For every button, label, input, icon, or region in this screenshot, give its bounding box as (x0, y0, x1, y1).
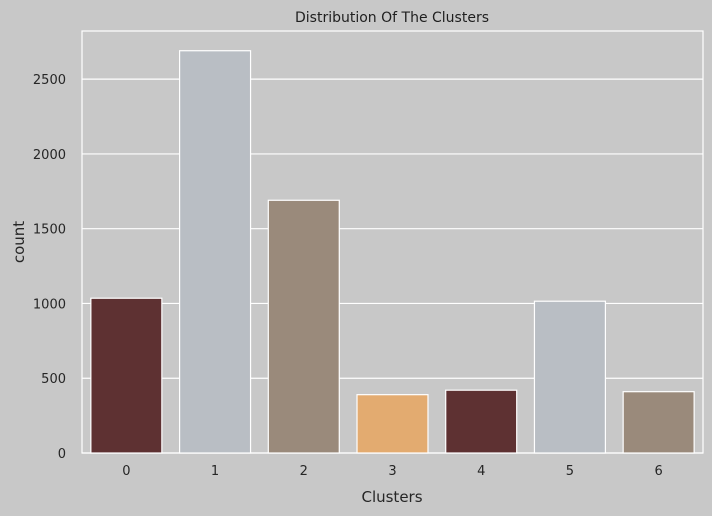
bar-cluster-4 (445, 389, 518, 454)
x-tick-label: 4 (477, 464, 485, 479)
chart-title: Distribution Of The Clusters (295, 10, 489, 26)
x-tick-label: 0 (122, 464, 130, 479)
y-tick-label: 500 (41, 372, 66, 387)
bar-cluster-3 (356, 394, 429, 454)
y-tick-label: 2500 (33, 73, 66, 88)
bar-cluster-6 (622, 391, 695, 454)
bar-cluster-1 (178, 50, 252, 454)
y-tick-label: 0 (58, 447, 66, 462)
x-tick-labels: 0 1 2 3 4 5 6 (122, 464, 663, 479)
y-tick-label: 1500 (33, 223, 66, 238)
x-tick-label: 1 (211, 464, 219, 479)
plot-area-border (81, 30, 704, 454)
bar-cluster-0 (90, 297, 163, 454)
bars (90, 50, 695, 454)
x-tick-label: 5 (566, 464, 574, 479)
y-tick-label: 1000 (33, 297, 66, 312)
y-tick-labels: 0 500 1000 1500 2000 2500 (33, 73, 66, 462)
x-tick-label: 2 (300, 464, 308, 479)
x-tick-label: 3 (388, 464, 396, 479)
x-tick-label: 6 (655, 464, 663, 479)
y-axis-label: count (10, 221, 28, 263)
x-axis-label: Clusters (361, 488, 422, 506)
bar-cluster-5 (533, 300, 607, 454)
y-tick-label: 2000 (33, 148, 66, 163)
bar-cluster-2 (267, 199, 340, 454)
